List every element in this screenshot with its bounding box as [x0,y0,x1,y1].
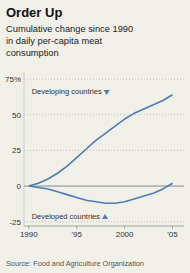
chart: Order Up Cumulative change since 1990 in d… [0,0,190,273]
x-axis [24,226,184,227]
grid-line [24,221,184,222]
y-tick-label: -25 [9,218,21,227]
subtitle-line: Cumulative change since 1990 [6,24,133,34]
grid-line [24,79,184,80]
grid-line [24,114,184,115]
y-tick-label: 25 [12,146,21,155]
label-marker [102,214,108,219]
y-axis [24,72,25,226]
background [0,0,190,273]
series-label: Developed countries [32,212,101,221]
x-tick [172,226,173,229]
zero-line [24,186,184,187]
x-tick [76,226,77,229]
series-line [29,183,173,203]
y-tick-label: 50 [12,111,21,120]
y-tick-label: 75% [5,75,21,84]
y-tick-label: 0 [17,182,22,191]
x-tick-label: '95 [71,230,82,239]
x-tick-label: 1990 [20,230,38,239]
grid-line [24,150,184,151]
label-marker [104,90,110,95]
x-tick [124,226,125,229]
subtitle-line: in daily per-capita meat [6,36,103,46]
x-tick [28,226,29,229]
x-tick-label: '05 [167,230,178,239]
plot-area [29,95,173,203]
subtitle: Cumulative change since 1990 in daily per… [6,24,133,58]
title: Order Up [6,5,62,20]
series-line [29,95,173,186]
series-label: Developing countries [32,87,102,96]
x-tick-label: 2000 [116,230,134,239]
source: Source: Food and Agriculture Organizatio… [6,259,144,268]
subtitle-line: consumption [6,48,59,58]
